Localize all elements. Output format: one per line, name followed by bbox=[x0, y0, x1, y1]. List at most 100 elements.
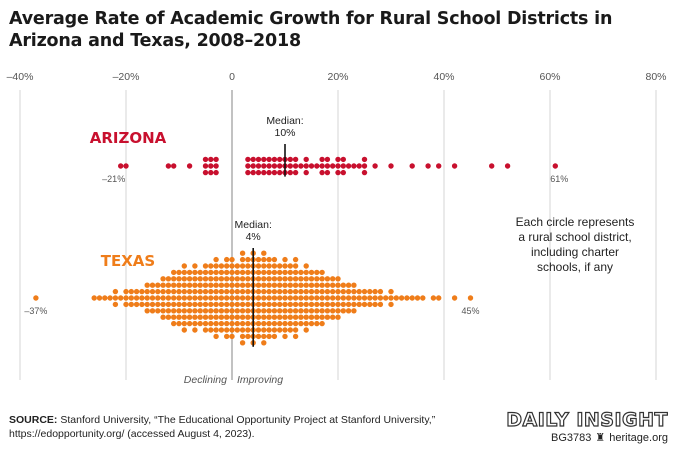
texas-dot bbox=[224, 314, 230, 320]
texas-dot bbox=[213, 269, 219, 276]
texas-dot bbox=[144, 282, 150, 288]
texas-dot bbox=[181, 288, 187, 295]
arizona-dot bbox=[202, 156, 209, 163]
texas-dot bbox=[213, 320, 219, 327]
texas-dot bbox=[197, 288, 203, 295]
texas-dot bbox=[345, 308, 352, 314]
texas-dot bbox=[467, 295, 474, 301]
texas-dot bbox=[266, 295, 272, 301]
texas-dot bbox=[165, 308, 172, 314]
texas-dot bbox=[351, 288, 357, 295]
texas-dot bbox=[202, 282, 209, 288]
arizona-dot bbox=[266, 156, 272, 163]
texas-dot bbox=[292, 308, 299, 314]
texas-dot bbox=[202, 288, 209, 295]
texas-dot bbox=[208, 295, 214, 301]
arizona-dot bbox=[292, 163, 299, 169]
arizona-dot bbox=[361, 169, 368, 176]
texas-dot bbox=[409, 295, 415, 301]
texas-dot bbox=[192, 327, 198, 333]
texas-dot bbox=[197, 295, 203, 301]
arizona-min-label: –21% bbox=[102, 174, 125, 184]
texas-dot bbox=[202, 320, 209, 327]
texas-dot bbox=[303, 295, 309, 301]
texas-dot bbox=[266, 327, 272, 333]
texas-dot bbox=[202, 308, 209, 314]
texas-dot bbox=[266, 314, 272, 320]
texas-dot bbox=[324, 276, 331, 282]
texas-dot bbox=[340, 288, 346, 295]
texas-dot bbox=[261, 288, 267, 295]
texas-dot bbox=[192, 314, 198, 320]
texas-dot bbox=[319, 301, 325, 308]
texas-dot bbox=[314, 301, 320, 308]
arizona-dot bbox=[303, 156, 309, 163]
texas-dot bbox=[128, 295, 134, 301]
texas-dot bbox=[261, 314, 267, 320]
texas-dot bbox=[239, 333, 246, 340]
texas-dot bbox=[239, 288, 246, 295]
texas-dot bbox=[287, 288, 293, 295]
texas-dot bbox=[271, 308, 278, 314]
arizona-dot bbox=[277, 156, 283, 163]
texas-dot bbox=[255, 295, 262, 301]
tick-label: 20% bbox=[327, 71, 348, 83]
texas-dot bbox=[213, 327, 219, 333]
texas-dot bbox=[271, 256, 278, 263]
texas-dot bbox=[123, 288, 129, 295]
texas-dot bbox=[213, 282, 219, 288]
texas-dot bbox=[171, 308, 177, 314]
texas-dot bbox=[208, 327, 214, 333]
texas-dot bbox=[181, 314, 187, 320]
texas-dot bbox=[372, 301, 378, 308]
texas-dot bbox=[176, 320, 182, 327]
texas-dot bbox=[271, 301, 278, 308]
site-url: heritage.org bbox=[609, 432, 668, 444]
texas-dot bbox=[171, 269, 177, 276]
texas-dot bbox=[367, 288, 373, 295]
arizona-dot bbox=[324, 156, 331, 163]
arizona-dot bbox=[436, 163, 442, 169]
texas-dot bbox=[224, 288, 230, 295]
texas-dot bbox=[282, 314, 288, 320]
texas-dot bbox=[224, 301, 230, 308]
texas-dot bbox=[340, 301, 346, 308]
texas-dot bbox=[202, 301, 209, 308]
note-line: a rural school district, bbox=[518, 230, 631, 244]
arizona-dot bbox=[208, 163, 214, 169]
texas-dot bbox=[335, 276, 341, 282]
texas-dot bbox=[356, 288, 362, 295]
texas-median-value: 4% bbox=[246, 231, 261, 243]
brand-subline: BG3783 ♜ heritage.org bbox=[506, 431, 668, 445]
arizona-dot bbox=[308, 163, 315, 169]
texas-dot bbox=[271, 320, 278, 327]
texas-dot bbox=[404, 295, 410, 301]
texas-dot bbox=[245, 269, 251, 276]
texas-dot bbox=[107, 295, 113, 301]
texas-dot bbox=[149, 288, 156, 295]
texas-dot bbox=[330, 308, 336, 314]
arizona-dot bbox=[186, 163, 193, 169]
texas-dot bbox=[255, 320, 262, 327]
arizona-dot bbox=[245, 163, 251, 169]
texas-dot bbox=[239, 256, 246, 263]
texas-dot bbox=[224, 327, 230, 333]
texas-dot bbox=[224, 263, 230, 269]
texas-dot bbox=[245, 282, 251, 288]
texas-dot bbox=[155, 282, 161, 288]
texas-dot bbox=[292, 288, 299, 295]
texas-dot bbox=[367, 295, 373, 301]
arizona-dot bbox=[277, 163, 283, 169]
texas-dot bbox=[303, 263, 309, 269]
texas-dot bbox=[420, 295, 426, 301]
texas-dot bbox=[123, 301, 129, 308]
texas-dot bbox=[277, 320, 283, 327]
arizona-dot bbox=[425, 163, 431, 169]
data-points bbox=[33, 156, 558, 346]
texas-dot bbox=[160, 308, 166, 314]
texas-dot bbox=[118, 295, 124, 301]
texas-dot bbox=[388, 288, 394, 295]
texas-dot bbox=[234, 295, 240, 301]
texas-dot bbox=[393, 295, 399, 301]
texas-dot bbox=[271, 333, 278, 340]
